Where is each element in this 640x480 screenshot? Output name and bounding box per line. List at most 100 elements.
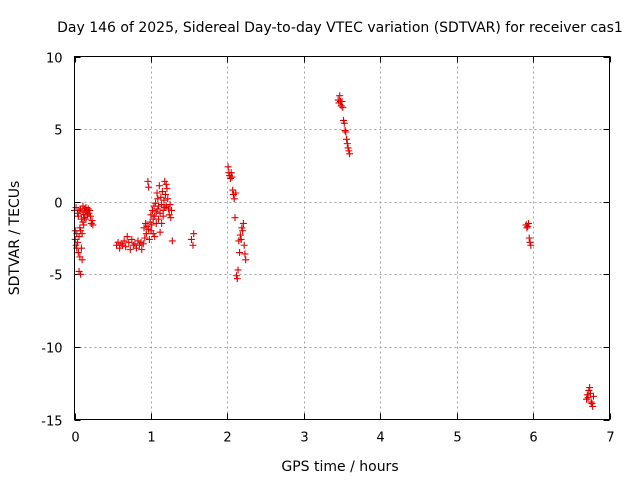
data-point [77, 270, 85, 278]
data-point [158, 201, 166, 209]
x-tick-label: 0 [71, 431, 79, 446]
x-tick-label: 5 [453, 431, 461, 446]
data-point [583, 391, 591, 399]
data-point [241, 250, 249, 258]
data-point [234, 266, 242, 274]
plot-frame [74, 56, 610, 420]
y-tick-label: -5 [50, 269, 63, 284]
data-point [168, 206, 176, 214]
data-point [159, 212, 167, 220]
data-point [75, 233, 83, 241]
data-point [82, 215, 90, 223]
data-point [117, 240, 125, 248]
data-point [116, 244, 124, 252]
y-tick-label: -10 [41, 342, 62, 357]
x-tick-label: 2 [223, 431, 231, 446]
data-point [126, 246, 134, 254]
x-tick-label: 7 [606, 431, 614, 446]
data-point [339, 103, 347, 111]
data-point [78, 256, 86, 264]
data-point [230, 195, 238, 203]
data-point [122, 243, 130, 251]
data-point [340, 119, 348, 127]
data-point [74, 212, 82, 220]
data-point [123, 233, 131, 241]
data-point [79, 218, 87, 226]
y-axis-label: SDTVAR / TECUs [7, 181, 23, 296]
data-point [342, 128, 350, 136]
data-point [80, 214, 88, 222]
data-point [151, 212, 159, 220]
data-point [151, 233, 159, 241]
data-point [238, 224, 246, 232]
data-point [164, 195, 172, 203]
data-point [145, 183, 153, 191]
data-point [135, 241, 143, 249]
data-point [154, 205, 162, 213]
data-point [75, 206, 83, 214]
data-point [167, 214, 175, 222]
data-point [78, 230, 86, 238]
data-point [583, 395, 591, 403]
data-point [587, 398, 595, 406]
data-point [227, 169, 235, 177]
data-point [336, 92, 344, 100]
data-points [71, 92, 597, 410]
data-point [337, 102, 345, 110]
data-point [77, 244, 85, 252]
data-point [158, 188, 166, 196]
data-point [74, 249, 82, 257]
data-point [189, 241, 197, 249]
data-point [345, 147, 353, 155]
data-point [156, 209, 164, 217]
data-point [158, 219, 166, 227]
data-point [140, 224, 148, 232]
data-point [144, 177, 152, 185]
data-point [525, 234, 533, 242]
data-point [80, 221, 88, 229]
data-point [74, 209, 82, 217]
data-point [114, 238, 122, 246]
data-point [88, 217, 96, 225]
data-point [120, 237, 128, 245]
data-point [343, 140, 351, 148]
data-point [233, 275, 241, 283]
data-point [156, 228, 164, 236]
data-point [86, 206, 94, 214]
data-point [154, 195, 162, 203]
data-point [74, 238, 82, 246]
data-point [145, 235, 153, 243]
data-point [586, 384, 594, 392]
data-point [168, 237, 176, 245]
data-point [143, 222, 151, 230]
data-point [239, 227, 247, 235]
data-point [125, 238, 133, 246]
data-point [153, 189, 161, 197]
data-point [589, 392, 597, 400]
data-point [344, 144, 352, 152]
data-point [75, 267, 83, 275]
data-point [131, 240, 139, 248]
x-tick-label: 3 [300, 431, 308, 446]
data-point [236, 231, 244, 239]
y-tick-label: 0 [54, 197, 62, 212]
data-point [76, 224, 84, 232]
data-point [87, 212, 95, 220]
data-point [149, 230, 157, 238]
data-point [224, 163, 232, 171]
y-tick-label: -15 [41, 415, 62, 430]
data-point [84, 205, 92, 213]
data-point [161, 190, 169, 198]
data-point [346, 150, 354, 158]
data-point [236, 249, 244, 257]
data-point [162, 180, 170, 188]
data-point [523, 224, 531, 232]
data-point [152, 208, 160, 216]
data-point [232, 189, 240, 197]
data-point [79, 202, 87, 210]
data-point [239, 219, 247, 227]
x-tick-label: 4 [376, 431, 384, 446]
data-point [129, 241, 137, 249]
data-point [72, 241, 80, 249]
data-point [138, 246, 146, 254]
